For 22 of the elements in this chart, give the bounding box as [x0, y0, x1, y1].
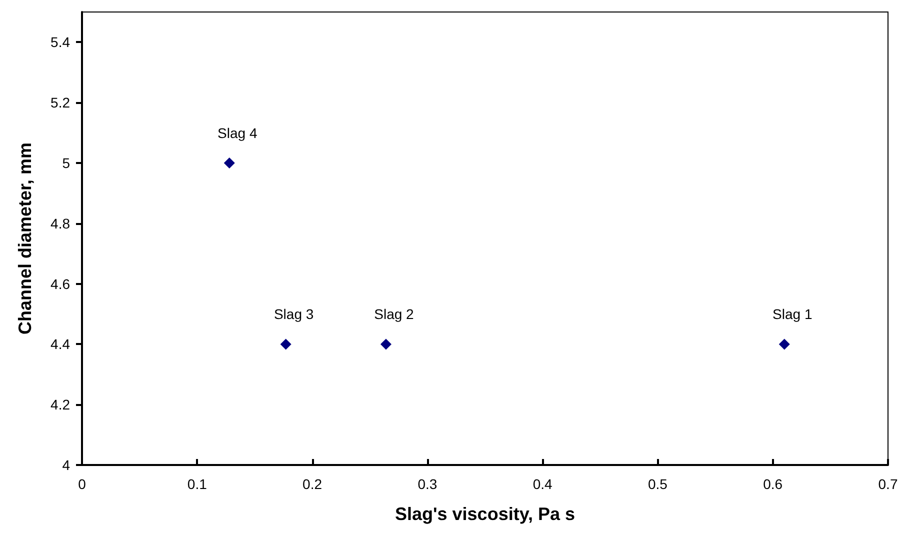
y-axis-title: Channel diameter, mm — [15, 142, 35, 335]
annotation: Slag 4 — [218, 125, 258, 141]
x-tick-label: 0.4 — [532, 476, 553, 492]
y-tick-label: 4.2 — [50, 396, 70, 413]
annotation: Slag 1 — [772, 306, 812, 322]
x-tick-label: 0.1 — [187, 476, 208, 492]
x-tick-label: 0.3 — [418, 476, 438, 492]
y-tick-label: 4.4 — [50, 336, 70, 352]
y-tick-label: 5.2 — [50, 94, 70, 111]
annotation: Slag 2 — [374, 306, 414, 322]
x-tick-label: 0 — [78, 476, 86, 492]
x-tick-label: 0.5 — [648, 476, 668, 492]
x-tick-label: 0.6 — [763, 476, 783, 492]
x-axis-title: Slag's viscosity, Pa s — [394, 504, 576, 524]
y-tick-label: 5 — [62, 155, 70, 171]
x-tick-label: 0.7 — [878, 476, 898, 492]
y-tick-label: 4.8 — [50, 215, 70, 232]
x-tick-label: 0.2 — [302, 476, 322, 492]
y-tick-label: 5.4 — [50, 34, 70, 50]
y-tick-label: 4 — [62, 457, 70, 473]
annotation: Slag 3 — [274, 306, 314, 322]
y-tick-label: 4.6 — [50, 276, 70, 292]
